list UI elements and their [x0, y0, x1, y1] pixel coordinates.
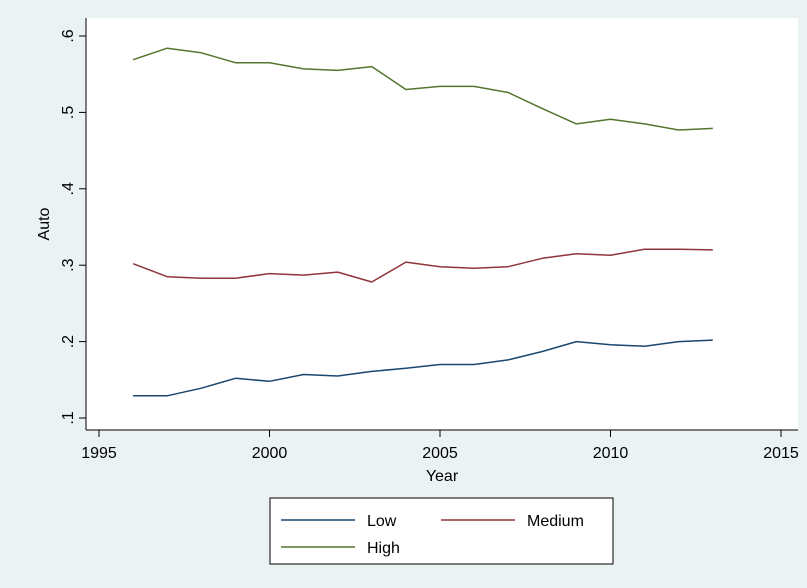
legend-label-low: Low	[367, 513, 397, 530]
x-tick-label: 1995	[81, 445, 117, 462]
y-tick-label: .6	[60, 29, 77, 42]
legend-box	[269, 497, 614, 565]
y-tick-label: .1	[60, 411, 77, 424]
y-tick-label: .5	[60, 106, 77, 119]
x-tick-label: 2005	[422, 445, 458, 462]
legend-label-high: High	[367, 540, 400, 557]
series-lines	[132, 47, 713, 397]
series-line-low	[133, 339, 713, 397]
x-axis-title: Year	[426, 468, 459, 485]
y-tick-label: .3	[60, 258, 77, 271]
legend-label-medium: Medium	[527, 513, 584, 530]
axes: 1995 2000 2005 2010 2015 .1 .2 .3 .4 .5 .6	[60, 18, 799, 462]
x-tick-label: 2000	[252, 445, 288, 462]
y-axis-title: Auto	[36, 207, 53, 240]
y-tick-label: .2	[60, 335, 77, 348]
series-line-medium	[132, 248, 713, 283]
y-tick-label: .4	[60, 182, 77, 195]
legend: Low Medium High	[269, 497, 614, 565]
x-tick-label: 2010	[593, 445, 629, 462]
series-line-high	[132, 47, 713, 131]
x-tick-label: 2015	[763, 445, 799, 462]
plot-area	[86, 18, 798, 430]
